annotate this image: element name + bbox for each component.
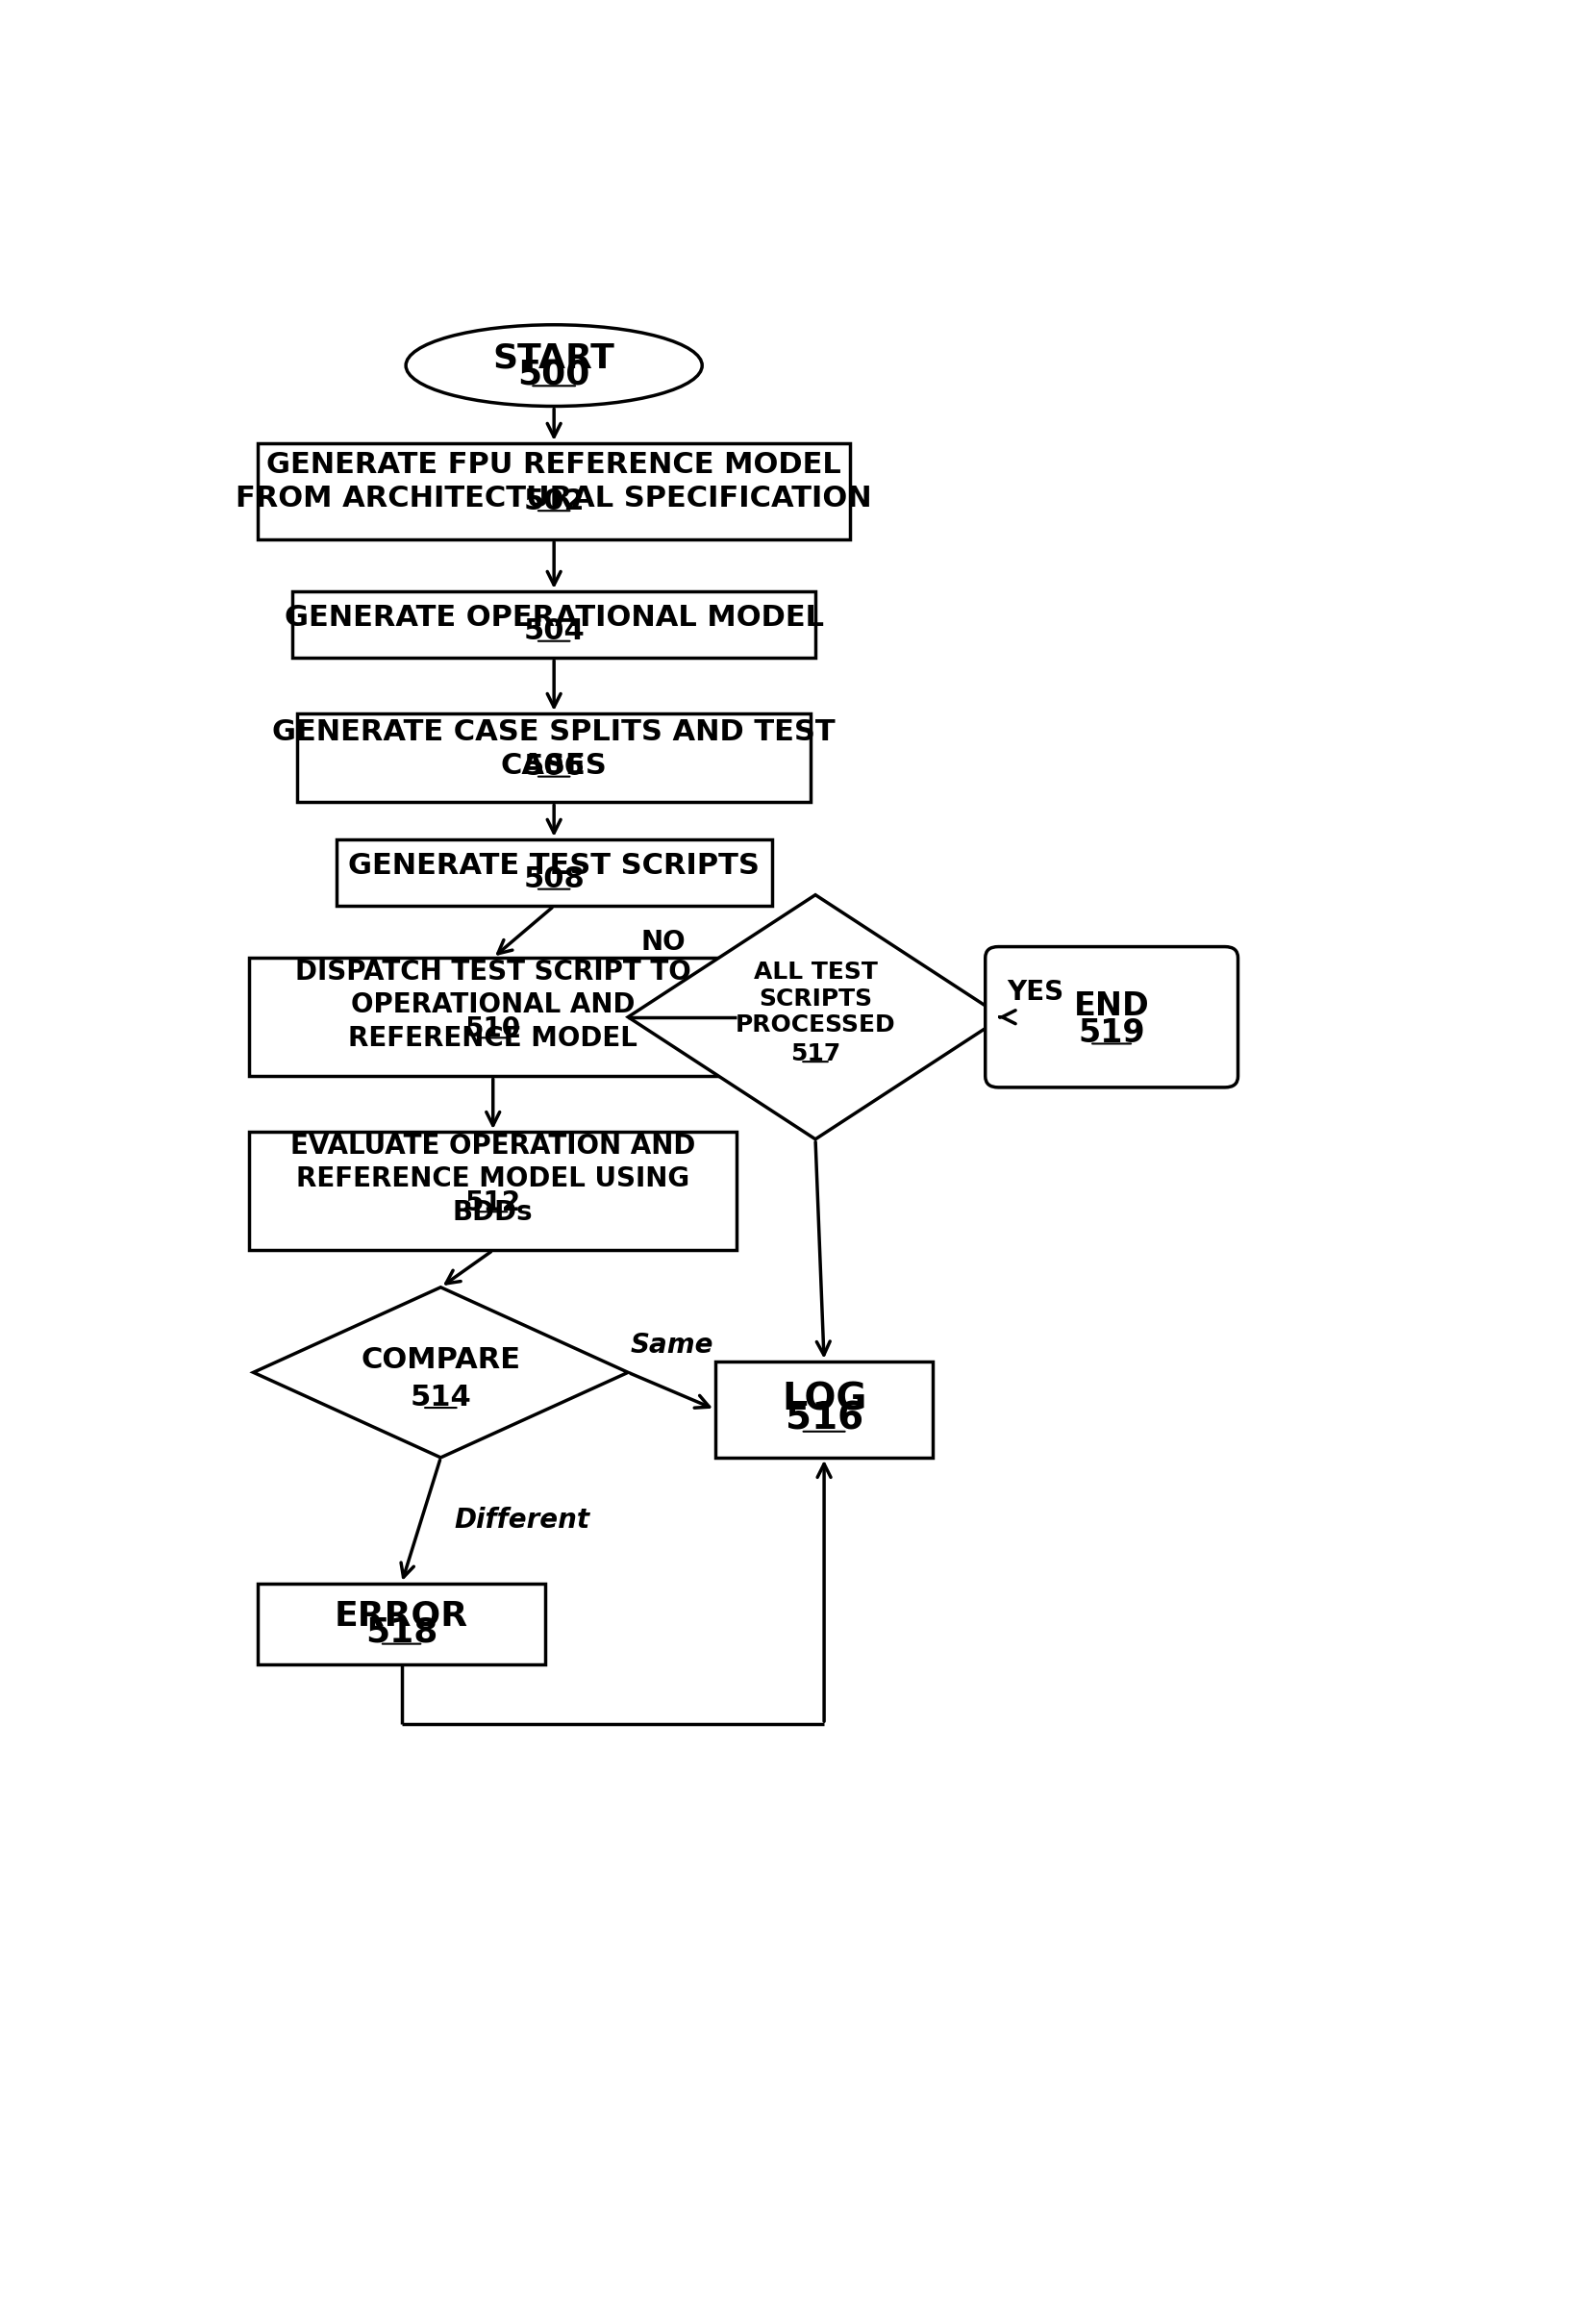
Text: 517: 517 — [790, 1041, 841, 1064]
Text: Different: Different — [453, 1506, 590, 1534]
Text: 508: 508 — [523, 865, 584, 892]
Text: GENERATE OPERATIONAL MODEL: GENERATE OPERATIONAL MODEL — [285, 604, 823, 632]
Polygon shape — [628, 895, 1003, 1139]
Bar — [258, 444, 850, 539]
Text: 506: 506 — [523, 753, 584, 781]
Text: 516: 516 — [785, 1401, 863, 1436]
Bar — [258, 1583, 545, 1664]
Text: 518: 518 — [365, 1615, 438, 1648]
Bar — [249, 1132, 737, 1250]
Text: 512: 512 — [464, 1190, 521, 1215]
Text: 510: 510 — [464, 1016, 521, 1043]
Bar — [337, 839, 771, 906]
Text: NO: NO — [641, 930, 686, 955]
Text: ALL TEST
SCRIPTS
PROCESSED: ALL TEST SCRIPTS PROCESSED — [735, 960, 896, 1037]
Text: END: END — [1073, 990, 1149, 1023]
Text: 504: 504 — [523, 618, 584, 646]
Text: Same: Same — [630, 1332, 713, 1360]
Text: EVALUATE OPERATION AND
REFERENCE MODEL USING
BDDs: EVALUATE OPERATION AND REFERENCE MODEL U… — [291, 1132, 696, 1225]
Bar — [293, 590, 815, 658]
Text: COMPARE: COMPARE — [360, 1346, 521, 1373]
Text: GENERATE TEST SCRIPTS: GENERATE TEST SCRIPTS — [348, 853, 760, 881]
Text: 519: 519 — [1078, 1018, 1146, 1048]
Polygon shape — [253, 1287, 628, 1457]
Text: DISPATCH TEST SCRIPT TO
OPERATIONAL AND
REFERENCE MODEL: DISPATCH TEST SCRIPT TO OPERATIONAL AND … — [294, 957, 691, 1053]
Text: 502: 502 — [524, 488, 584, 516]
Text: 514: 514 — [411, 1385, 471, 1413]
Text: 500: 500 — [518, 358, 590, 390]
Text: GENERATE CASE SPLITS AND TEST
CASES: GENERATE CASE SPLITS AND TEST CASES — [272, 718, 836, 781]
Text: START: START — [493, 342, 615, 374]
Text: LOG: LOG — [782, 1380, 867, 1418]
Bar — [715, 1362, 933, 1457]
Bar — [297, 713, 811, 802]
Text: YES: YES — [1007, 978, 1064, 1006]
FancyBboxPatch shape — [985, 946, 1239, 1088]
Text: GENERATE FPU REFERENCE MODEL
FROM ARCHITECTURAL SPECIFICATION: GENERATE FPU REFERENCE MODEL FROM ARCHIT… — [236, 451, 872, 514]
Ellipse shape — [406, 325, 702, 407]
Text: ERROR: ERROR — [335, 1599, 469, 1631]
Bar — [249, 957, 737, 1076]
